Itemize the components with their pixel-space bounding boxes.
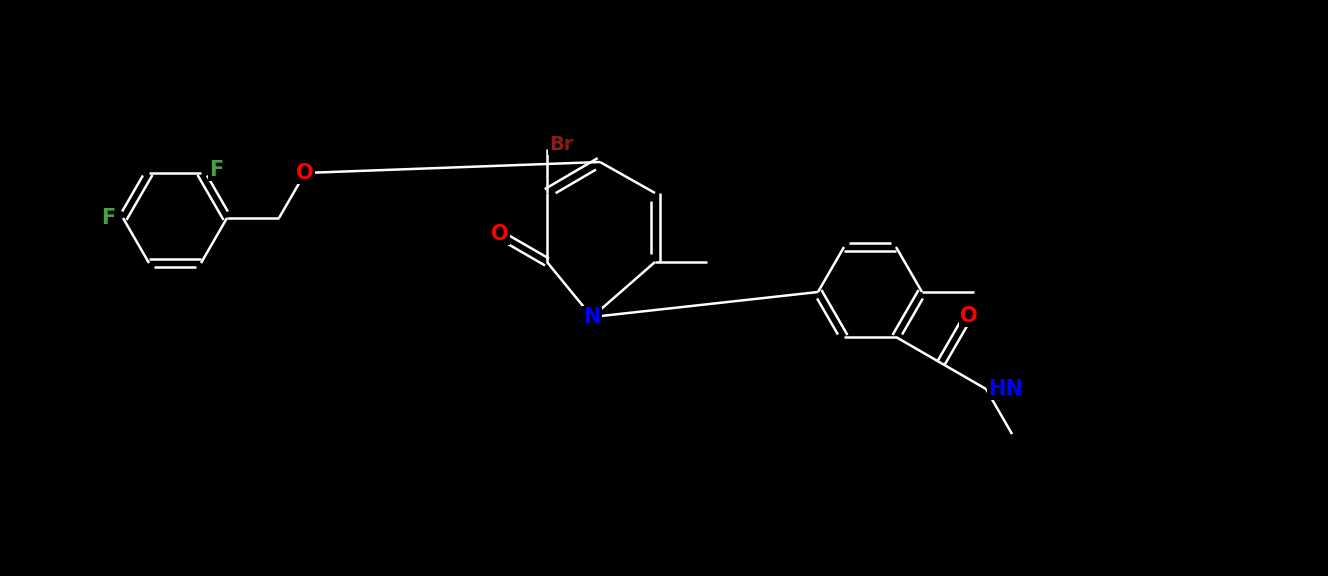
Text: Br: Br <box>548 135 574 154</box>
Text: O: O <box>296 163 313 183</box>
Text: O: O <box>491 224 509 244</box>
Text: HN: HN <box>988 379 1023 399</box>
Text: N: N <box>583 307 600 327</box>
Text: O: O <box>960 306 977 326</box>
Text: F: F <box>208 160 223 180</box>
Text: F: F <box>101 208 116 228</box>
